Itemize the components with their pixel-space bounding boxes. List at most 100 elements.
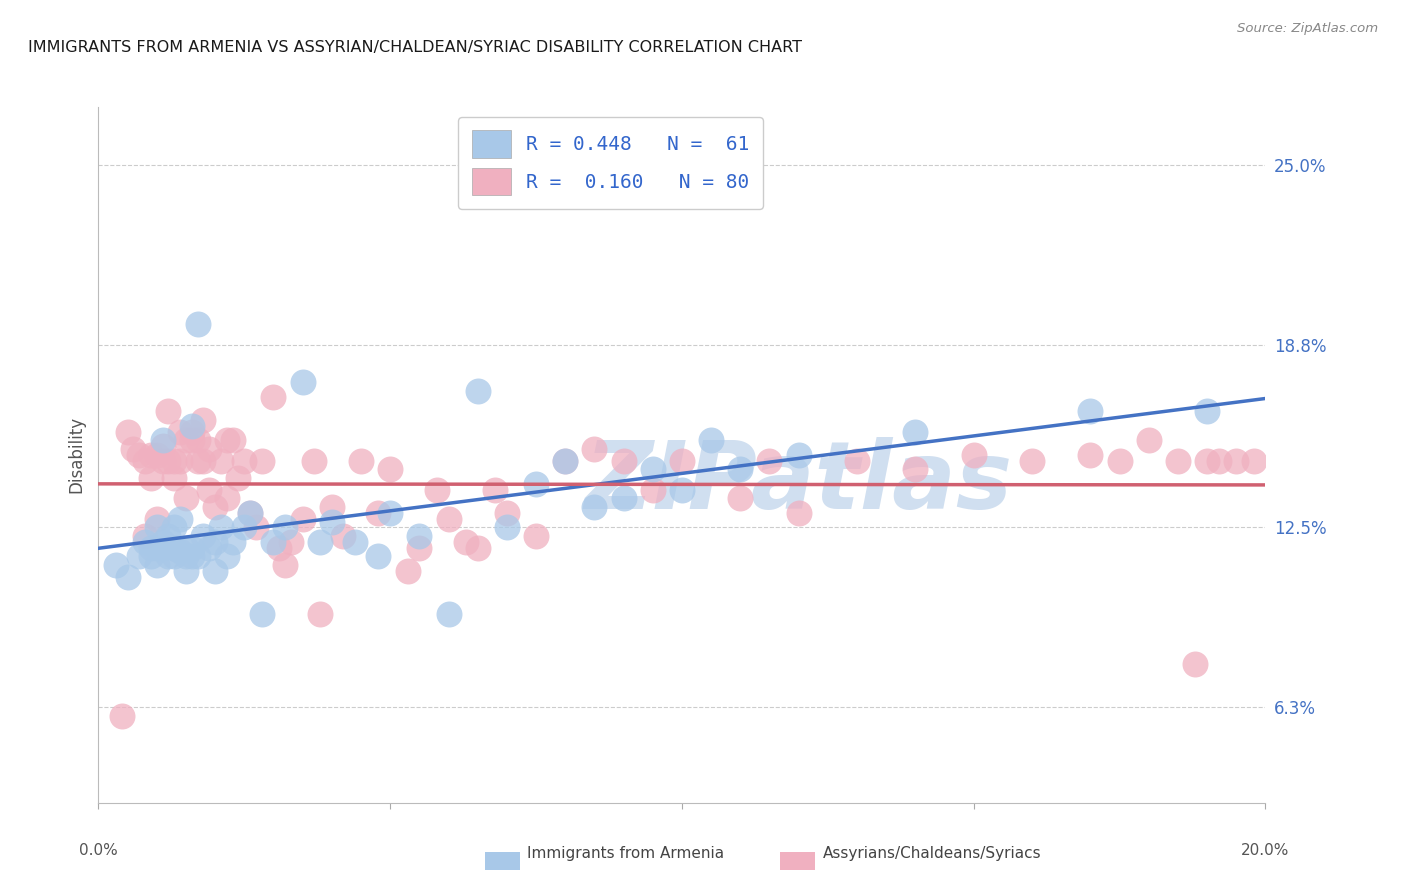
Point xyxy=(671,454,693,468)
Point xyxy=(612,454,634,468)
Point xyxy=(221,535,243,549)
Point xyxy=(274,558,297,573)
Point xyxy=(524,476,547,491)
Point xyxy=(1167,454,1189,468)
Point xyxy=(215,549,238,564)
Point xyxy=(174,434,197,448)
Point xyxy=(146,541,169,555)
Point xyxy=(274,520,297,534)
Point xyxy=(467,384,489,399)
Point xyxy=(1080,448,1102,462)
Text: 20.0%: 20.0% xyxy=(1241,843,1289,858)
Point xyxy=(846,454,869,468)
Point xyxy=(204,535,226,549)
Point xyxy=(139,471,162,485)
Point xyxy=(152,535,174,549)
Point xyxy=(180,425,202,439)
Point xyxy=(496,506,519,520)
Point xyxy=(122,442,145,457)
Point xyxy=(163,454,186,468)
Point xyxy=(1080,404,1102,418)
Point xyxy=(134,529,156,543)
Point xyxy=(380,462,402,476)
Point xyxy=(554,454,576,468)
Text: ZIPatlas: ZIPatlas xyxy=(585,437,1012,529)
Point xyxy=(157,404,180,418)
Point xyxy=(408,541,430,555)
Point xyxy=(163,541,186,555)
Point xyxy=(174,549,197,564)
Point xyxy=(787,506,810,520)
Point xyxy=(187,434,209,448)
Point xyxy=(250,454,273,468)
Point xyxy=(962,448,984,462)
Point xyxy=(304,454,326,468)
Point xyxy=(104,558,127,573)
Point xyxy=(291,376,314,390)
Text: 0.0%: 0.0% xyxy=(79,843,118,858)
Point xyxy=(209,520,232,534)
Point xyxy=(146,520,169,534)
Point xyxy=(1021,454,1043,468)
Point xyxy=(204,500,226,514)
Point xyxy=(426,483,449,497)
Legend: R = 0.448   N =  61, R =  0.160   N = 80: R = 0.448 N = 61, R = 0.160 N = 80 xyxy=(458,117,763,209)
Point xyxy=(163,471,186,485)
Point xyxy=(262,535,284,549)
Point xyxy=(204,564,226,578)
Point xyxy=(117,570,139,584)
Point xyxy=(904,425,927,439)
Point xyxy=(215,434,238,448)
Point xyxy=(157,529,180,543)
Point xyxy=(758,454,780,468)
Point xyxy=(128,549,150,564)
Point xyxy=(367,506,389,520)
Point xyxy=(262,390,284,404)
Point xyxy=(146,558,169,573)
Point xyxy=(180,434,202,448)
Point xyxy=(152,454,174,468)
Point xyxy=(554,454,576,468)
Point xyxy=(408,529,430,543)
Point xyxy=(671,483,693,497)
Point xyxy=(437,512,460,526)
Point xyxy=(139,448,162,462)
Point xyxy=(146,512,169,526)
Point xyxy=(524,529,547,543)
Point xyxy=(454,535,477,549)
Point xyxy=(233,454,256,468)
Point xyxy=(180,419,202,434)
Point xyxy=(1208,454,1230,468)
Point xyxy=(139,549,162,564)
Point xyxy=(111,708,134,723)
Point xyxy=(174,564,197,578)
Point xyxy=(193,413,215,427)
Text: Assyrians/Chaldeans/Syriacs: Assyrians/Chaldeans/Syriacs xyxy=(823,847,1040,861)
Point xyxy=(169,454,191,468)
Point xyxy=(332,529,354,543)
Point xyxy=(198,541,221,555)
Point xyxy=(1137,434,1160,448)
Point xyxy=(163,549,186,564)
Point xyxy=(228,471,250,485)
Point xyxy=(269,541,291,555)
Point xyxy=(209,454,232,468)
Point xyxy=(198,483,221,497)
Point xyxy=(146,448,169,462)
Point xyxy=(344,535,367,549)
Point xyxy=(1184,657,1206,671)
Point xyxy=(193,454,215,468)
Point xyxy=(787,448,810,462)
Point xyxy=(309,607,332,622)
Point xyxy=(198,442,221,457)
Point xyxy=(1108,454,1130,468)
Point xyxy=(187,454,209,468)
Point xyxy=(1225,454,1247,468)
Point xyxy=(163,520,186,534)
Point xyxy=(139,541,162,555)
Point xyxy=(583,500,606,514)
Point xyxy=(152,541,174,555)
Point xyxy=(350,454,373,468)
Point xyxy=(117,425,139,439)
Point xyxy=(700,434,723,448)
